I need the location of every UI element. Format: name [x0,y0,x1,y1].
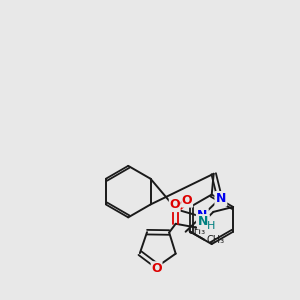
Text: O: O [182,194,193,207]
Text: N: N [198,215,208,228]
Text: CH₃: CH₃ [206,235,224,244]
Text: CH₃: CH₃ [188,226,206,236]
Text: O: O [151,262,162,275]
Text: H: H [207,221,215,231]
Text: N: N [197,209,208,222]
Text: O: O [169,199,180,212]
Text: N: N [216,192,226,205]
